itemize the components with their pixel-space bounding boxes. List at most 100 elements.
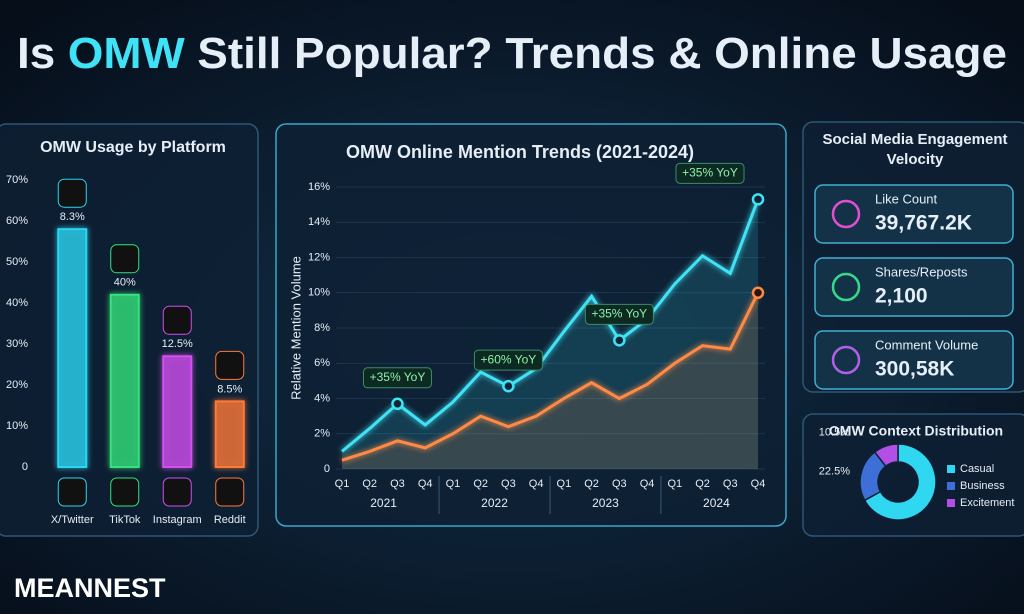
y-tick-label: 20%: [6, 379, 28, 391]
annotation-box: [473, 349, 543, 371]
legend-label: Casual: [960, 463, 994, 475]
kpi-value: 39,767.2K: [875, 212, 972, 235]
x-tick-label: Q3: [501, 478, 516, 490]
kpi-value: 300,58K: [875, 358, 954, 381]
platform-icon: [215, 477, 245, 507]
legend-swatch: [947, 465, 955, 473]
y-tick-label: 12%: [308, 251, 330, 263]
bar: [109, 293, 140, 468]
bar-annotation: 40%: [114, 277, 136, 289]
legend-label: Business: [960, 480, 1005, 492]
x-tick-label: Q2: [584, 478, 599, 490]
kpi-icon: [831, 345, 861, 375]
x-tick-label: Q4: [529, 478, 544, 490]
kpi-card: [814, 330, 1014, 390]
platform-icon: [57, 477, 87, 507]
y-tick-label: 8%: [314, 322, 330, 334]
title-highlight: OMW: [68, 29, 186, 78]
point: [502, 379, 515, 393]
point: [751, 286, 765, 299]
point: [391, 397, 404, 411]
title-part: Still Popular? Trends & Online Usage: [197, 29, 1007, 78]
x-tick-label: TikTok: [109, 514, 141, 526]
y-tick-label: 16%: [308, 181, 330, 193]
slice-label: 10.5%: [819, 427, 850, 439]
slice-label: 22.5%: [819, 465, 850, 477]
legend-swatch: [947, 499, 955, 507]
brand-logo: MEANNEST: [14, 573, 166, 603]
annotation-box: [362, 367, 432, 389]
y-tick-label: 30%: [6, 338, 28, 350]
donut-slice: [873, 443, 899, 468]
x-tick-label: Q2: [362, 478, 377, 490]
platform-icon: [162, 305, 192, 335]
annotation: +35% YoY: [370, 370, 426, 384]
line: [341, 198, 760, 453]
y-tick-label: 50%: [6, 256, 28, 268]
page-title: Is OMW Still Popular? Trends & Online Usag…: [17, 29, 1007, 78]
x-tick-label: Q1: [446, 478, 461, 490]
annotation: +35% YoY: [591, 307, 647, 321]
y-tick-label: 10%: [6, 420, 28, 432]
donut-slice: [863, 443, 937, 521]
x-tick-label: Reddit: [214, 514, 246, 526]
platform-icon: [215, 350, 245, 380]
x-tick-label: Q4: [418, 478, 433, 490]
legend-label: Excitement: [960, 497, 1014, 509]
section-title: Social Media Engagement Velocity: [822, 131, 1008, 168]
engagement-title-box: Social Media Engagement Velocity: [822, 131, 1008, 168]
kpi-label: Comment Volume: [875, 337, 978, 352]
x-tick-label: Q1: [667, 478, 682, 490]
x-tick-label: Instagram: [153, 514, 202, 526]
x-tick-label: Q3: [723, 478, 738, 490]
chart-title: OMW Usage by Platform: [40, 139, 226, 156]
x-tick-label: Q3: [390, 478, 405, 490]
platform-icon: [162, 477, 192, 507]
chart-title: OMW Context Distribution: [829, 423, 1003, 439]
x-group-label: 2024: [703, 496, 730, 510]
x-group-label: 2022: [481, 496, 508, 510]
bar: [162, 355, 193, 468]
x-tick-label: Q3: [612, 478, 627, 490]
point: [613, 334, 626, 347]
area: [342, 292, 758, 469]
bar-annotation: 12.5%: [162, 338, 193, 350]
kpi-label: Like Count: [875, 191, 938, 206]
y-tick-label: 4%: [314, 392, 330, 404]
x-tick-label: Q4: [751, 478, 766, 490]
kpi-label: Shares/Reposts: [875, 264, 968, 279]
kpi-value: 2,100: [875, 285, 928, 308]
title-part: Is: [17, 29, 55, 78]
x-tick-label: Q4: [640, 478, 655, 490]
y-tick-label: 70%: [6, 174, 28, 186]
panel: [802, 413, 1024, 537]
platform-icon: [110, 244, 140, 274]
x-group-label: 2023: [592, 496, 619, 510]
bar: [214, 400, 245, 468]
y-tick-label: 0: [22, 461, 28, 473]
y-tick-label: 14%: [308, 216, 330, 228]
kpi-icon: [831, 272, 861, 302]
kpi-icon: [831, 199, 861, 229]
annotation: +60% YoY: [481, 352, 537, 366]
area: [342, 199, 758, 469]
y-tick-label: 6%: [314, 357, 330, 369]
x-tick-label: Q2: [473, 478, 488, 490]
bar: [57, 228, 88, 468]
kpi-card: [814, 257, 1014, 317]
y-tick-label: 0: [324, 463, 330, 475]
x-tick-label: Q1: [557, 478, 572, 490]
panel: [275, 123, 787, 527]
x-tick-label: Q2: [695, 478, 710, 490]
bar-annotation: 8.5%: [217, 383, 242, 395]
kpi-card: [814, 184, 1014, 244]
x-group-label: 2021: [370, 496, 397, 510]
chart-title: OMW Online Mention Trends (2021-2024): [346, 142, 694, 162]
line: [341, 292, 760, 462]
bar-annotation: 8.3%: [60, 211, 85, 223]
platform-icon: [57, 178, 87, 208]
annotation: +35% YoY: [682, 166, 738, 180]
platform-icon: [110, 477, 140, 507]
y-tick-label: 40%: [6, 297, 28, 309]
point: [751, 193, 765, 206]
